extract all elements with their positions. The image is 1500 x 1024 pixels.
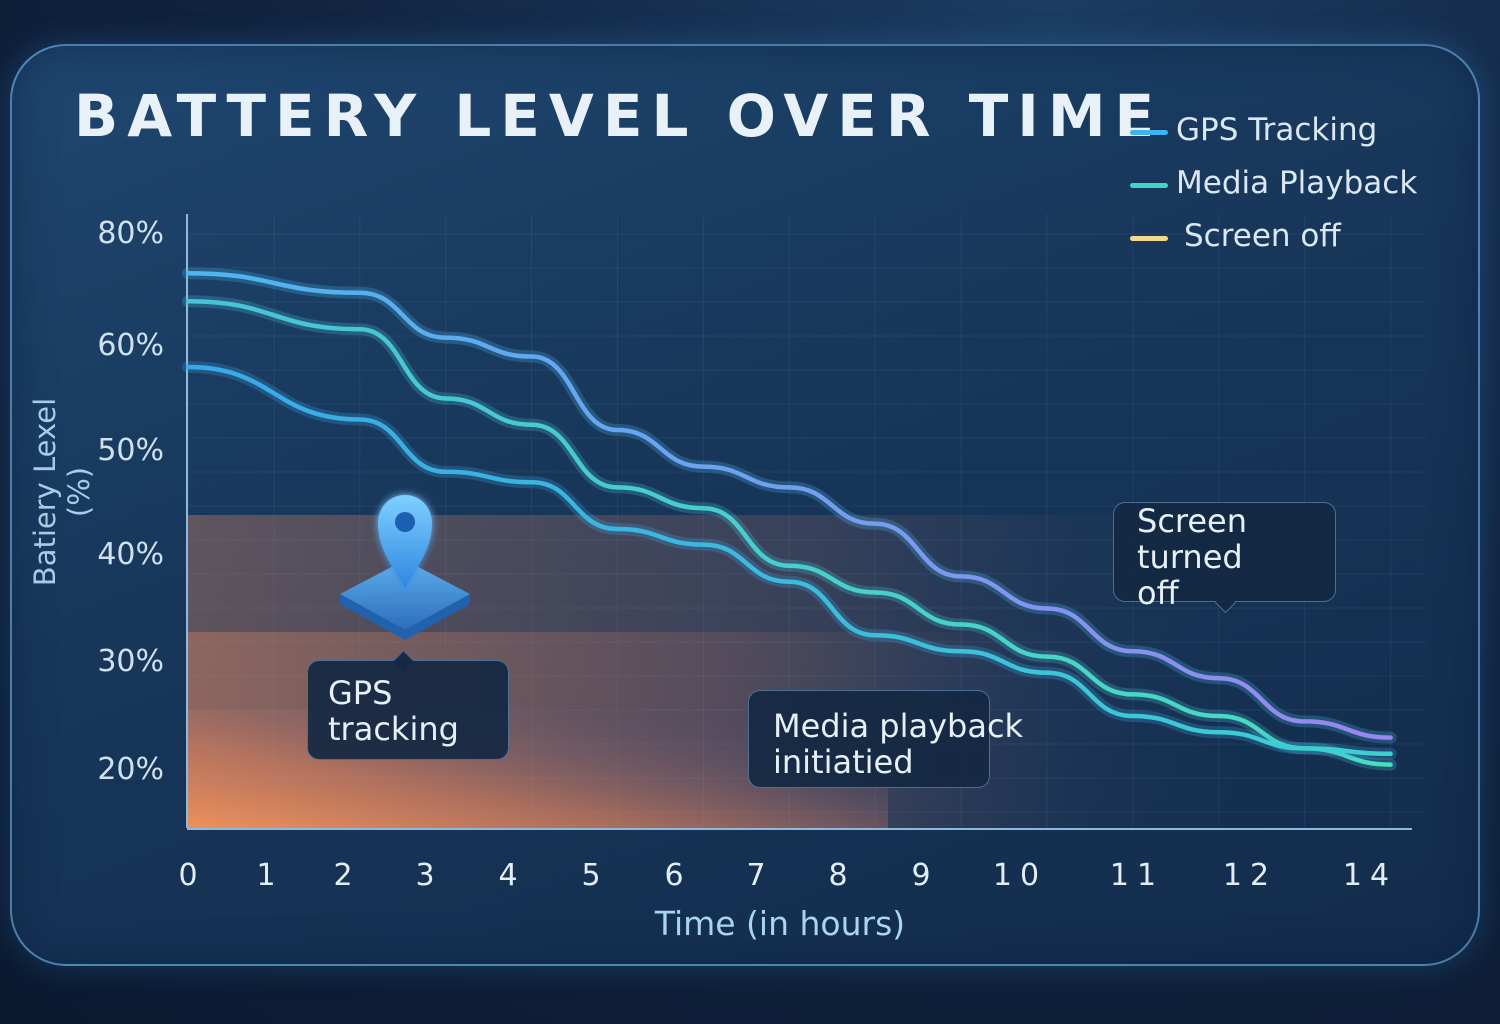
legend-label-screen: Screen off: [1184, 218, 1341, 254]
x-tick-label: 9: [911, 858, 939, 893]
x-tick-label: 0: [178, 858, 206, 893]
x-axis-title: Time (in hours): [654, 904, 906, 943]
y-axis-title-line-2: (%): [62, 466, 96, 518]
annotation-screen-off: Screen turned off: [1113, 502, 1336, 614]
series-line-1: [185, 270, 1393, 740]
series-lines: [182, 267, 1397, 771]
y-axis-title: Batiery Lexel (%): [28, 372, 96, 612]
x-tick-label: 2: [333, 858, 361, 893]
axes: [186, 214, 1412, 830]
y-tick-label: 20%: [97, 752, 164, 787]
y-axis-title-line-1: Batiery Lexel: [28, 397, 62, 587]
legend-swatch-media: [1130, 183, 1168, 188]
legend-swatch-screen: [1130, 236, 1168, 241]
x-tick-label: 14: [1342, 858, 1398, 893]
y-tick-label: 50%: [97, 433, 164, 468]
legend-label-gps: GPS Tracking: [1176, 112, 1378, 148]
annotation-gps-tracking: GPS tracking: [307, 649, 509, 760]
annotation-screen-text: Screen turned off: [1137, 502, 1248, 612]
y-tick-label: 40%: [97, 537, 164, 572]
x-tick-label: 4: [498, 858, 526, 893]
chart-title: BATTERY LEVEL OVER TIME: [74, 82, 1164, 150]
legend-label-media: Media Playback: [1176, 165, 1418, 201]
x-tick-label: 3: [415, 858, 443, 893]
annotation-gps-text: GPS tracking: [328, 674, 459, 748]
legend-swatch-gps: [1130, 130, 1168, 135]
x-tick-label: 11: [1109, 858, 1165, 893]
x-tick-label: 10: [992, 858, 1048, 893]
series-line-2: [185, 298, 1393, 767]
annotation-media-playback: Media playback initiatied: [748, 690, 1023, 788]
y-tick-label: 60%: [97, 328, 164, 363]
x-tick-label: 8: [828, 858, 856, 893]
x-tick-label: 5: [581, 858, 609, 893]
x-tick-label: 6: [664, 858, 692, 893]
x-tick-label: 12: [1222, 858, 1278, 893]
y-tick-label: 30%: [97, 644, 164, 679]
series-line-3: [185, 364, 1393, 757]
x-tick-label: 1: [256, 858, 284, 893]
x-tick-label: 7: [746, 858, 774, 893]
y-tick-label: 80%: [97, 216, 164, 251]
annotation-media-text: Media playback initiatied: [773, 707, 1024, 781]
location-pin-icon: [340, 495, 470, 640]
